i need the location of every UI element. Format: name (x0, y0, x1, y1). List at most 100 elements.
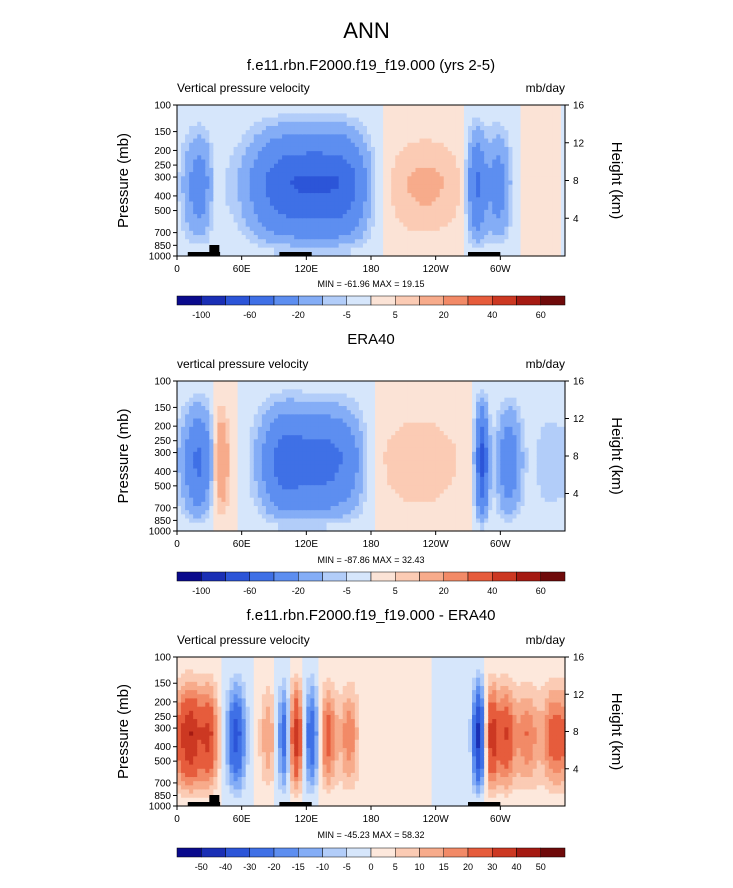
contour-cell (459, 243, 465, 249)
contour-cell (257, 201, 263, 207)
contour-cell (261, 410, 267, 415)
contour-cell (338, 130, 344, 135)
contour-cell (532, 121, 538, 127)
contour-cell (338, 155, 344, 161)
contour-cell (253, 522, 259, 528)
contour-cell (395, 230, 400, 236)
contour-cell (225, 522, 231, 528)
contour-cell (358, 176, 364, 182)
contour-cell (294, 239, 299, 245)
contour-cell (205, 518, 210, 524)
contour-cell (419, 209, 425, 215)
contour-cell (488, 218, 493, 224)
contour-cell (439, 184, 445, 190)
contour-cell (274, 230, 279, 236)
contour-cell (383, 251, 388, 257)
contour-cell (314, 435, 320, 440)
contour-cell (290, 431, 295, 436)
contour-cell (468, 188, 473, 194)
contour-cell (358, 155, 364, 161)
contour-cell (278, 172, 283, 177)
contour-cell (278, 176, 283, 182)
contour-cell (209, 184, 214, 190)
contour-cell (395, 180, 400, 186)
contour-cell (217, 235, 223, 240)
contour-cell (233, 130, 239, 135)
contour-cell (217, 180, 223, 186)
contour-cell (548, 163, 554, 169)
contour-cell (306, 501, 311, 507)
contour-cell (314, 218, 320, 224)
contour-cell (225, 167, 231, 173)
contour-cell (342, 121, 348, 127)
contour-cell (528, 163, 534, 169)
contour-cell (177, 167, 182, 173)
contour-cell (193, 125, 198, 131)
contour-cell (221, 443, 227, 449)
contour-cell (245, 155, 251, 161)
contour-cell (399, 113, 404, 119)
contour-cell (229, 159, 235, 165)
contour-cell (310, 163, 316, 169)
contour-cell (249, 410, 255, 415)
contour-cell (338, 451, 344, 457)
contour-cell (504, 146, 510, 152)
contour-cell (472, 130, 477, 135)
contour-cell (548, 184, 554, 190)
contour-cell (334, 184, 340, 190)
contour-cell (306, 431, 311, 436)
contour-cell (314, 381, 320, 386)
contour-cell (354, 230, 360, 236)
contour-cell (261, 209, 267, 215)
contour-cell (455, 117, 461, 123)
contour-cell (253, 451, 259, 457)
contour-cell (249, 251, 255, 257)
contour-cell (358, 167, 364, 173)
contour-cell (375, 243, 380, 249)
contour-cell (205, 188, 210, 194)
contour-cell (415, 121, 421, 127)
contour-cell (451, 163, 457, 169)
contour-cell (358, 142, 364, 148)
contour-cell (209, 510, 214, 515)
contour-cell (379, 138, 384, 144)
contour-cell (431, 109, 437, 114)
contour-cell (528, 197, 534, 203)
contour-cell (185, 414, 190, 420)
contour-cell (229, 464, 235, 470)
contour-cell (302, 476, 307, 482)
contour-cell (181, 401, 186, 407)
contour-cell (508, 235, 514, 240)
contour-cell (504, 239, 510, 245)
contour-cell (233, 501, 239, 507)
contour-cell (383, 180, 388, 186)
contour-cell (278, 205, 283, 211)
contour-cell (484, 138, 489, 144)
contour-cell (286, 146, 291, 152)
contour-cell (334, 125, 340, 131)
contour-cell (455, 130, 461, 135)
contour-cell (407, 226, 413, 232)
contour-cell (334, 501, 340, 507)
contour-cell (274, 414, 279, 420)
contour-cell (237, 138, 243, 144)
contour-cell (278, 472, 283, 478)
contour-cell (205, 418, 210, 424)
contour-cell (383, 138, 388, 144)
contour-cell (241, 159, 247, 165)
contour-cell (431, 172, 437, 177)
contour-cell (520, 109, 526, 114)
contour-cell (298, 167, 303, 173)
contour-cell (528, 218, 534, 224)
contour-cell (197, 138, 202, 144)
contour-cell (342, 201, 348, 207)
contour-cell (346, 184, 352, 190)
contour-cell (274, 167, 279, 173)
contour-cell (221, 435, 227, 440)
contour-cell (354, 251, 360, 257)
contour-cell (318, 443, 324, 449)
contour-cell (253, 414, 259, 420)
contour-cell (269, 167, 275, 173)
contour-cell (209, 522, 214, 528)
contour-cell (257, 493, 263, 499)
